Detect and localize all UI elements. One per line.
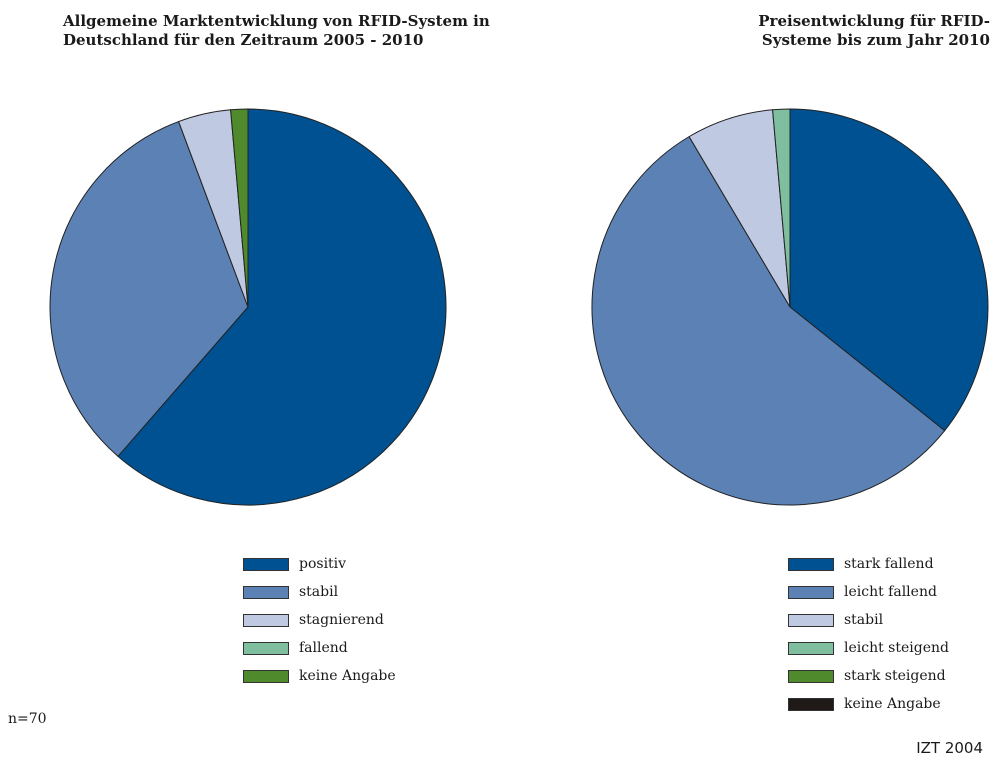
sample-size: n=70 (8, 711, 47, 727)
legend-item-0-2: stagnierend (243, 606, 396, 634)
legend-item-0-1: stabil (243, 578, 396, 606)
legend-item-1-3: leicht steigend (788, 634, 949, 662)
legend-label: fallend (299, 640, 348, 656)
legend-item-1-4: stark steigend (788, 662, 949, 690)
pie-slice-1-1 (591, 135, 946, 506)
legend-label: leicht steigend (844, 640, 949, 656)
legend-label: stark fallend (844, 556, 934, 572)
pie-slice-0-1 (49, 120, 249, 458)
legend-swatch (788, 613, 834, 627)
pie-left (49, 108, 447, 506)
chart-title-right: Preisentwicklung für RFID-Systeme bis zu… (758, 12, 990, 49)
legend-swatch (243, 669, 289, 683)
legend-item-1-0: stark fallend (788, 550, 949, 578)
legend-label: stabil (844, 612, 884, 628)
legend-label: positiv (299, 556, 347, 572)
legend-swatch (243, 641, 289, 655)
pie-slice-1-3 (772, 108, 791, 308)
pie-slice-0-0 (117, 108, 447, 506)
legend-item-1-2: stabil (788, 606, 949, 634)
legend-swatch (788, 641, 834, 655)
pie-slice-1-0 (789, 108, 989, 432)
legend-label: keine Angabe (844, 696, 941, 712)
legend-right: stark fallend leicht fallend stabil leicht … (788, 550, 949, 718)
legend-swatch (243, 557, 289, 571)
legend-left: positiv stabil stagnierend fallend keine Ang… (243, 550, 396, 690)
chart-title-left: Allgemeine Marktentwicklung von RFID-Sys… (63, 12, 490, 49)
legend-label: stabil (299, 584, 339, 600)
legend-item-1-1: leicht fallend (788, 578, 949, 606)
legend-swatch (788, 585, 834, 599)
pie-right (591, 108, 989, 506)
legend-swatch (243, 613, 289, 627)
legend-item-1-5: keine Angabe (788, 690, 949, 718)
source-credit: IZT 2004 (916, 739, 983, 757)
legend-swatch (788, 669, 834, 683)
legend-label: leicht fallend (844, 584, 937, 600)
pie-slice-0-4 (230, 108, 249, 308)
legend-swatch (243, 585, 289, 599)
legend-label: stagnierend (299, 612, 384, 628)
legend-swatch (788, 557, 834, 571)
legend-label: keine Angabe (299, 668, 396, 684)
legend-item-0-3: fallend (243, 634, 396, 662)
legend-item-0-4: keine Angabe (243, 662, 396, 690)
legend-swatch (788, 697, 834, 711)
legend-item-0-0: positiv (243, 550, 396, 578)
legend-label: stark steigend (844, 668, 946, 684)
